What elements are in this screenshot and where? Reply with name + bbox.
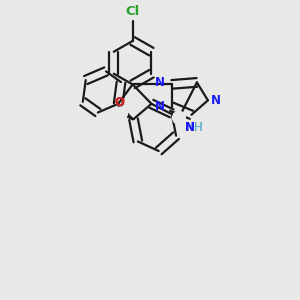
Text: O: O [115, 96, 124, 109]
Text: H: H [194, 121, 203, 134]
Text: H: H [194, 121, 203, 134]
Circle shape [115, 107, 128, 120]
Text: N: N [154, 76, 164, 89]
Circle shape [172, 111, 185, 124]
Text: O: O [115, 96, 124, 109]
Text: N: N [154, 100, 164, 113]
Text: N: N [211, 94, 221, 107]
Text: N: N [185, 121, 195, 134]
Text: Cl: Cl [125, 5, 140, 18]
Text: N: N [185, 121, 195, 134]
